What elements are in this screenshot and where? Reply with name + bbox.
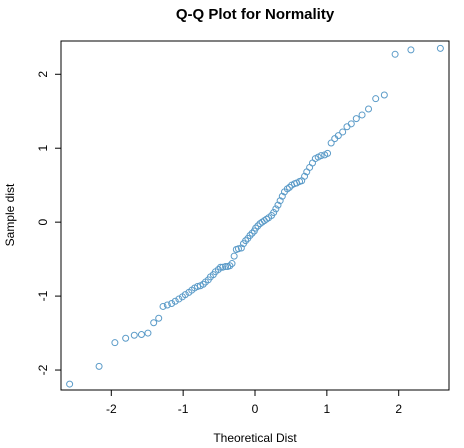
data-point	[339, 128, 347, 136]
data-point	[222, 263, 230, 271]
data-point	[272, 205, 280, 213]
x-tick-label: 2	[395, 402, 402, 416]
data-point	[194, 282, 202, 290]
data-points	[66, 44, 444, 388]
data-point	[358, 111, 366, 119]
data-point	[372, 95, 380, 103]
data-point	[407, 46, 415, 54]
data-point	[214, 265, 222, 273]
data-point	[199, 280, 207, 288]
data-point	[248, 229, 256, 237]
data-point	[137, 331, 145, 339]
x-tick-label: -1	[178, 402, 189, 416]
data-point	[391, 50, 399, 58]
data-point	[270, 209, 278, 217]
data-point	[163, 301, 171, 309]
data-point	[278, 192, 286, 200]
y-tick-label: 1	[36, 145, 50, 152]
data-point	[380, 91, 388, 99]
data-point	[155, 314, 163, 322]
data-point	[436, 44, 444, 52]
data-point	[122, 334, 130, 342]
data-point	[228, 260, 236, 268]
data-point	[242, 237, 250, 245]
data-point	[317, 152, 325, 160]
data-point	[301, 172, 309, 180]
y-axis-label: Sample dist	[3, 183, 17, 246]
data-point	[308, 159, 316, 167]
data-point	[324, 149, 332, 157]
data-point	[237, 244, 245, 252]
data-point	[365, 105, 373, 113]
x-tick-label: 0	[252, 402, 259, 416]
data-point	[234, 245, 242, 253]
data-point	[327, 139, 335, 147]
chart-title: Q-Q Plot for Normality	[176, 6, 335, 23]
data-point	[159, 302, 167, 310]
data-point	[254, 222, 262, 230]
data-point	[175, 295, 183, 303]
data-point	[217, 263, 225, 271]
plot-frame	[60, 40, 450, 391]
y-axis: -2 -1 0 1 2	[36, 71, 61, 375]
data-point	[144, 329, 152, 337]
data-point	[352, 115, 360, 123]
data-point	[181, 291, 189, 299]
data-point	[150, 319, 158, 327]
data-point	[306, 163, 314, 171]
data-point	[246, 231, 254, 239]
data-point	[95, 362, 103, 370]
data-point	[343, 123, 351, 131]
y-tick-label: -1	[36, 290, 50, 301]
data-point	[66, 380, 74, 388]
x-tick-label: 1	[324, 402, 331, 416]
data-point	[130, 331, 138, 339]
data-point	[171, 297, 179, 305]
y-tick-label: 2	[36, 71, 50, 78]
data-point	[111, 339, 119, 347]
data-point	[219, 263, 227, 271]
data-point	[334, 132, 342, 140]
x-tick-label: -2	[106, 402, 117, 416]
data-point	[276, 197, 284, 205]
data-point	[347, 120, 355, 128]
y-tick-label: 0	[36, 218, 50, 225]
data-point	[168, 299, 176, 307]
data-point	[285, 183, 293, 191]
y-tick-label: -2	[36, 364, 50, 375]
data-point	[274, 201, 282, 209]
data-point	[226, 262, 234, 270]
x-axis: -2 -1 0 1 2	[106, 390, 402, 416]
data-point	[252, 224, 260, 232]
x-axis-label: Theoretical Dist	[213, 431, 297, 445]
data-point	[230, 252, 238, 260]
